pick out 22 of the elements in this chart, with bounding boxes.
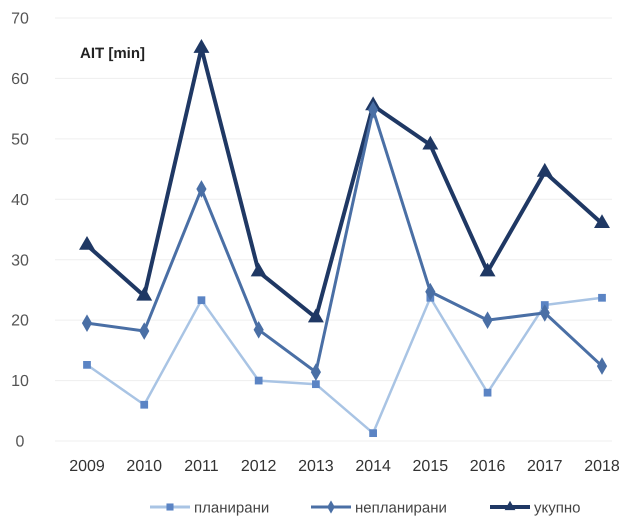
y-tick-label: 30 [11,252,29,270]
y-tick-label: 40 [11,192,29,209]
x-tick-label: 2018 [584,458,620,475]
y-tick-label: 10 [11,373,29,390]
y-tick-label: 50 [11,131,29,148]
x-tick-label: 2010 [126,458,162,475]
x-tick-label: 2016 [470,458,506,475]
y-tick-label: 20 [11,312,29,330]
x-tick-label: 2011 [184,458,219,475]
y-tick-label: 60 [11,71,29,88]
y-tick-label: 70 [11,10,29,28]
x-tick-label: 2015 [412,458,448,475]
y-axis-title: AIT [min] [80,45,145,62]
x-tick-label: 2014 [355,458,392,475]
x-tick-label: 2009 [69,458,105,475]
legend-label: планирани [194,499,270,516]
legend-label: укупно [534,499,580,516]
y-tick-label: 0 [16,434,25,451]
legend-label: непланирани [355,499,447,516]
x-tick-label: 2013 [298,458,334,475]
x-tick-label: 2012 [240,458,277,475]
x-tick-label: 2017 [526,458,563,475]
